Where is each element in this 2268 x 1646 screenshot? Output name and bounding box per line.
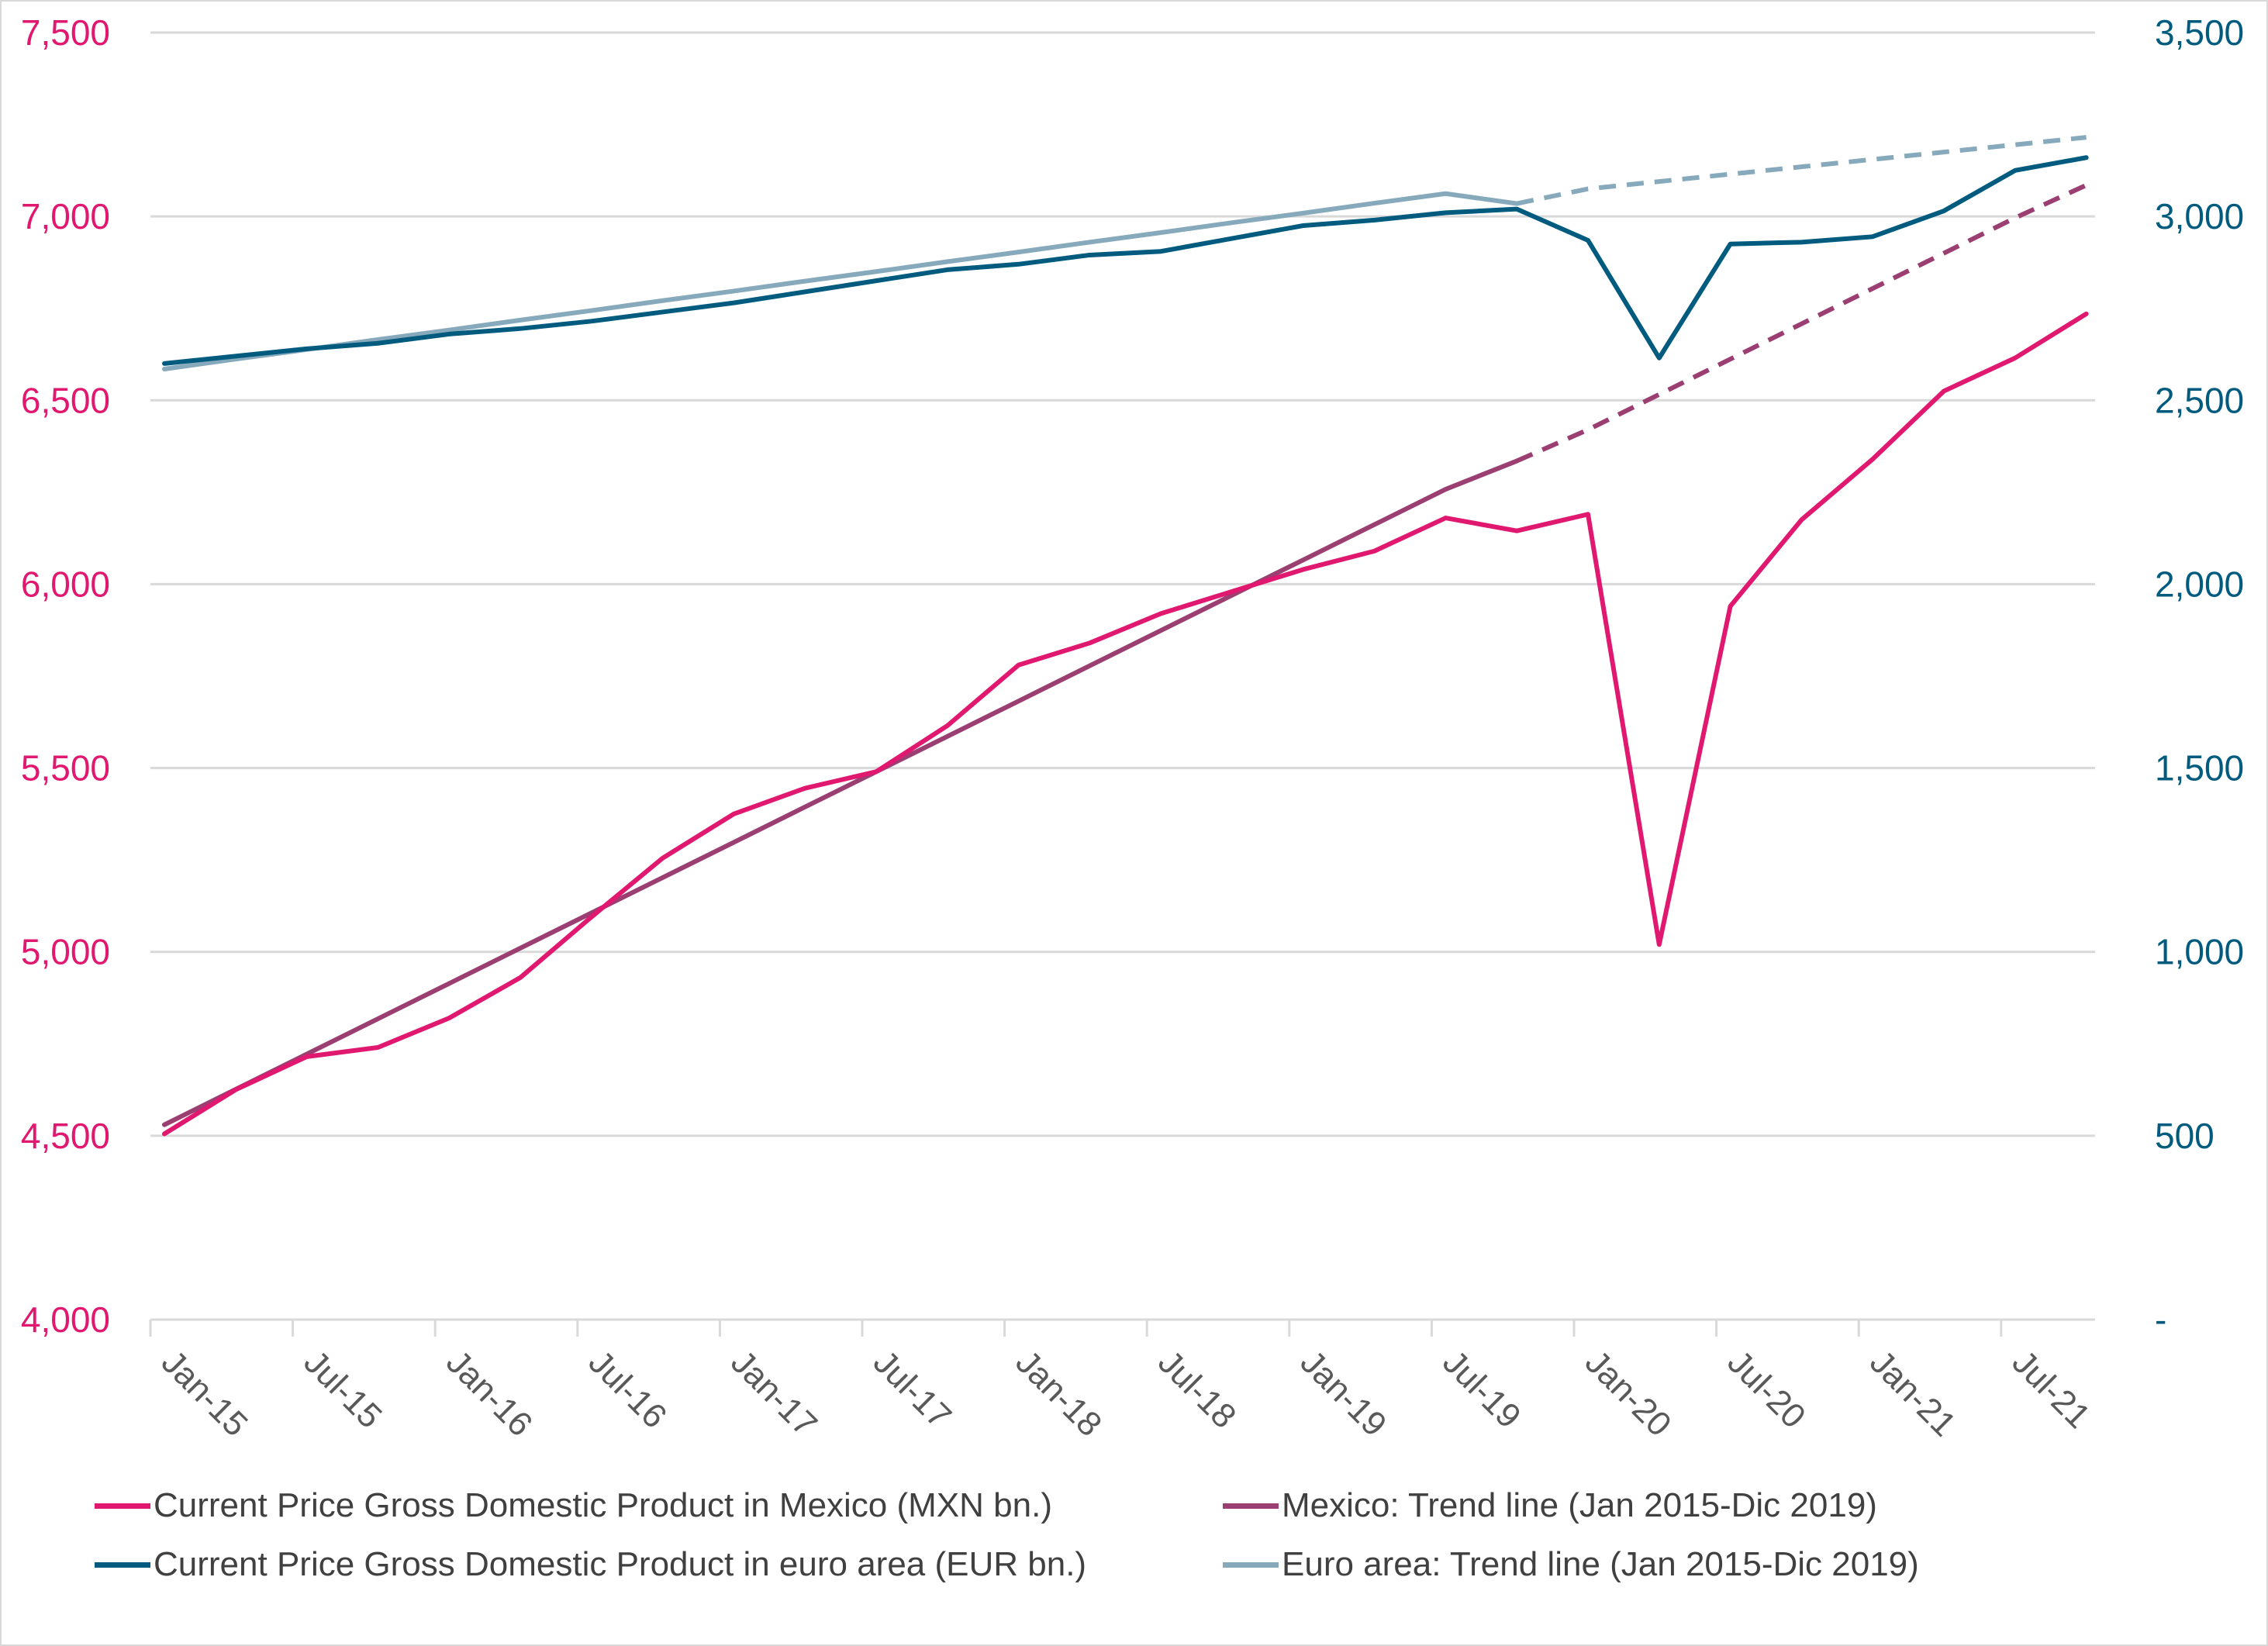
- x-tick-label: Jul-21: [2005, 1343, 2097, 1435]
- series-line-mexico-trend: [162, 458, 1520, 1127]
- x-tick-label: Jan-16: [439, 1343, 540, 1444]
- series-line-mexico-gdp: [162, 311, 2089, 1137]
- left-y-tick-label: 7,000: [21, 196, 110, 236]
- legend-swatch-mexico-trend: [1223, 1503, 1279, 1509]
- x-tick-label: Jan-20: [1578, 1343, 1679, 1444]
- x-tick-label: Jul-16: [582, 1343, 674, 1435]
- x-tick-label: Jul-18: [1151, 1343, 1243, 1435]
- tick-labels: Jan-15 Jul-15 Jan-16 Jul-16 Jan-17 Jul-17 Jan-…: [21, 12, 2244, 1444]
- x-tick-label: Jul-19: [1435, 1343, 1528, 1435]
- left-y-tick-label: 4,500: [21, 1116, 110, 1156]
- left-y-tick-label: 7,500: [21, 12, 110, 53]
- right-y-tick-label: 2,000: [2155, 564, 2244, 604]
- right-y-tick-label: 3,500: [2155, 12, 2244, 53]
- legend-swatch-euro-gdp: [95, 1561, 150, 1568]
- legend-swatch-euro-trend: [1223, 1561, 1279, 1568]
- right-y-tick-label: 1,500: [2155, 748, 2244, 788]
- right-y-tick-label: 2,500: [2155, 380, 2244, 420]
- legend: Current Price Gross Domestic Product in …: [95, 1484, 2188, 1586]
- left-y-tick-label: 4,000: [21, 1299, 110, 1340]
- left-y-tick-label: 5,500: [21, 748, 110, 788]
- legend-label-euro-trend: Euro area: Trend line (Jan 2015-Dic 2019…: [1282, 1545, 1919, 1583]
- x-tick-label: Jul-17: [866, 1343, 958, 1435]
- axes: [149, 1318, 2095, 1337]
- left-y-tick-label: 5,000: [21, 932, 110, 972]
- right-y-tick-label: 3,000: [2155, 196, 2244, 236]
- gridlines: [150, 31, 2095, 1137]
- legend-item-mexico-trend: Mexico: Trend line (Jan 2015-Dic 2019): [1223, 1484, 2153, 1527]
- x-tick-label: Jan-19: [1293, 1343, 1394, 1444]
- right-y-tick-label: 1,000: [2155, 932, 2244, 972]
- legend-label-mexico-gdp: Current Price Gross Domestic Product in …: [154, 1486, 1052, 1524]
- x-tick-label: Jul-15: [297, 1343, 389, 1435]
- x-tick-label: Jan-21: [1862, 1343, 1963, 1444]
- left-y-tick-label: 6,500: [21, 380, 110, 420]
- x-tick-label: Jan-15: [154, 1343, 255, 1444]
- legend-label-euro-gdp: Current Price Gross Domestic Product in …: [154, 1545, 1087, 1583]
- legend-swatch-mexico-gdp: [95, 1503, 150, 1509]
- series-line-mexico-trend-projection: [1515, 183, 2087, 464]
- right-y-tick-label: 500: [2155, 1116, 2214, 1156]
- left-y-tick-label: 6,000: [21, 564, 110, 604]
- series-lines: [162, 135, 2089, 1137]
- legend-item-euro-trend: Euro area: Trend line (Jan 2015-Dic 2019…: [1223, 1543, 2153, 1586]
- right-y-tick-label: -: [2155, 1299, 2166, 1340]
- x-tick-label: Jul-20: [1721, 1343, 1813, 1435]
- x-tick-label: Jan-18: [1009, 1343, 1110, 1444]
- legend-item-mexico-gdp: Current Price Gross Domestic Product in …: [95, 1484, 1223, 1527]
- series-line-euro-gdp: [162, 155, 2089, 366]
- legend-item-euro-gdp: Current Price Gross Domestic Product in …: [95, 1543, 1223, 1586]
- series-line-euro-trend-projection: [1516, 135, 2087, 206]
- series-line-euro-trend: [162, 191, 1520, 371]
- x-tick-label: Jan-17: [723, 1343, 824, 1444]
- legend-label-mexico-trend: Mexico: Trend line (Jan 2015-Dic 2019): [1282, 1486, 1877, 1524]
